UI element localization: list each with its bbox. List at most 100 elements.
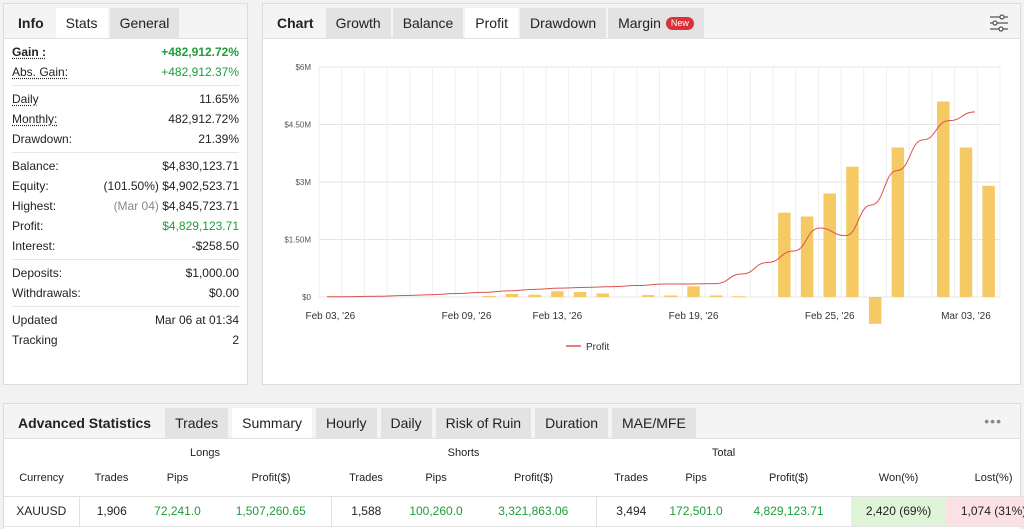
stat-daily: Daily 11.65%: [12, 89, 239, 109]
profit-bar: [596, 293, 609, 297]
tab-stats[interactable]: Stats: [55, 8, 108, 38]
stat-label[interactable]: Monthly:: [12, 112, 58, 126]
chart-panel: Chart Growth Balance Profit Drawdown Mar…: [262, 3, 1021, 385]
stat-label: Tracking: [12, 333, 58, 347]
stat-monthly: Monthly: 482,912.72%: [12, 109, 239, 129]
tab-balance[interactable]: Balance: [392, 8, 464, 38]
col-header: Pips: [666, 460, 727, 497]
cell-long-profit: 1,507,260.65: [211, 496, 332, 527]
col-header: Profit($): [726, 460, 852, 497]
stat-balance: Balance: $4,830,123.71: [12, 156, 239, 176]
x-tick-label: Feb 19, '26: [669, 311, 719, 322]
group-shorts: Shorts: [447, 447, 480, 459]
settings-sliders-icon[interactable]: [988, 13, 1010, 33]
col-header: Profit($): [471, 460, 597, 497]
x-tick-label: Feb 13, '26: [532, 311, 582, 322]
stat-deposits: Deposits: $1,000.00: [12, 263, 239, 283]
profit-bar: [641, 295, 655, 297]
tab-summary[interactable]: Summary: [232, 408, 313, 438]
tab-info[interactable]: Info: [18, 15, 44, 31]
stat-label: Withdrawals:: [12, 286, 81, 300]
tab-duration[interactable]: Duration: [535, 408, 609, 438]
more-options-icon[interactable]: •••: [984, 413, 1002, 429]
stat-value: $0.00: [208, 286, 239, 300]
x-tick-label: Feb 25, '26: [805, 311, 855, 322]
stat-value: 11.65%: [199, 92, 239, 106]
stat-value: -$258.50: [191, 239, 239, 253]
cell-total-profit: 4,829,123.71: [726, 496, 852, 527]
adv-tabbar: Advanced Statistics Trades Summary Hourl…: [4, 404, 1020, 439]
x-tick-label: Feb 03, '26: [305, 311, 355, 322]
col-header: Won(%): [851, 460, 947, 497]
stat-label: Equity:: [12, 179, 49, 193]
tab-margin[interactable]: Margin New: [608, 8, 704, 38]
tab-hourly[interactable]: Hourly: [316, 408, 377, 438]
cell-won: 2,420 (69%): [851, 496, 947, 527]
stat-note: (Mar 04): [113, 199, 159, 213]
profit-bar: [573, 292, 587, 297]
tab-trades[interactable]: Trades: [165, 408, 229, 438]
profit-bar: [732, 296, 746, 298]
profit-bar: [982, 185, 995, 297]
x-tick-label: Feb 09, '26: [442, 311, 492, 322]
stat-value: $4,845,723.71: [162, 199, 239, 213]
cell-long-trades: 1,906: [78, 496, 144, 527]
stat-label[interactable]: Gain :: [12, 45, 47, 59]
stats-tabbar: Info Stats General: [4, 4, 247, 39]
advanced-statistics-panel: Advanced Statistics Trades Summary Hourl…: [3, 403, 1024, 529]
stat-value: $4,830,123.71: [162, 159, 239, 173]
stat-value: 2: [232, 333, 239, 347]
tab-growth[interactable]: Growth: [325, 8, 391, 38]
stat-value: 21.39%: [198, 132, 239, 146]
cell-short-trades: 1,588: [330, 496, 402, 527]
tab-profit[interactable]: Profit: [465, 8, 518, 38]
stat-label[interactable]: Abs. Gain:: [12, 65, 69, 79]
stat-withdrawals: Withdrawals: $0.00: [12, 283, 239, 303]
tab-advanced-statistics[interactable]: Advanced Statistics: [18, 415, 152, 431]
y-tick-label: $3M: [295, 178, 311, 187]
profit-bar: [778, 212, 791, 297]
stat-value: $1,000.00: [185, 266, 239, 280]
profit-bar: [823, 193, 836, 297]
cell-short-profit: 3,321,863.06: [471, 496, 597, 527]
y-tick-label: $4.50M: [284, 121, 311, 130]
stat-value: $4,829,123.71: [162, 219, 239, 233]
tab-daily[interactable]: Daily: [380, 408, 432, 438]
stat-profit: Profit: $4,829,123.71: [12, 216, 239, 236]
chart-tabbar: Chart Growth Balance Profit Drawdown Mar…: [263, 4, 1020, 39]
stat-tracking: Tracking 2: [12, 330, 239, 350]
stat-highest: Highest: (Mar 04) $4,845,723.71: [12, 196, 239, 216]
col-header: Trades: [596, 460, 667, 497]
stat-equity: Equity: (101.50%) $4,902,523.71: [12, 176, 239, 196]
profit-bar: [483, 295, 496, 297]
y-tick-label: $0: [302, 293, 311, 302]
tab-general[interactable]: General: [109, 8, 180, 38]
group-total: Total: [711, 447, 736, 459]
stat-value: +482,912.72%: [161, 45, 239, 59]
profit-bar: [551, 291, 564, 297]
profit-line: [326, 111, 976, 298]
stat-label[interactable]: Daily: [12, 92, 39, 106]
stat-note: (101.50%): [103, 179, 159, 193]
y-tick-label: $6M: [295, 63, 311, 72]
group-longs: Longs: [190, 447, 220, 459]
tab-chart[interactable]: Chart: [277, 15, 314, 31]
stat-drawdown: Drawdown: 21.39%: [12, 129, 239, 149]
tab-drawdown[interactable]: Drawdown: [519, 8, 607, 38]
stat-label: Drawdown:: [12, 132, 73, 146]
stat-interest: Interest: -$258.50: [12, 236, 239, 256]
stat-value: Mar 06 at 01:34: [154, 313, 239, 327]
col-header: Pips: [144, 460, 211, 497]
legend-label: Profit: [586, 342, 610, 353]
table-row: XAUUSD 1,906 72,241.0 1,507,260.65 1,588…: [4, 496, 1024, 527]
stat-value: +482,912.37%: [161, 65, 239, 79]
stat-value: $4,902,523.71: [162, 179, 239, 193]
stat-value: 482,912.72%: [168, 112, 239, 126]
col-header: Currency: [4, 460, 79, 497]
profit-bar: [891, 147, 905, 297]
cell-total-trades: 3,494: [595, 496, 667, 527]
tab-mae-mfe[interactable]: MAE/MFE: [612, 408, 696, 438]
new-badge: New: [665, 16, 694, 30]
profit-chart: $0 $1.50M $3M $4.50M $6M Feb 03, '26 Feb 09, '…: [284, 63, 1001, 353]
tab-risk-of-ruin[interactable]: Risk of Ruin: [435, 408, 532, 438]
